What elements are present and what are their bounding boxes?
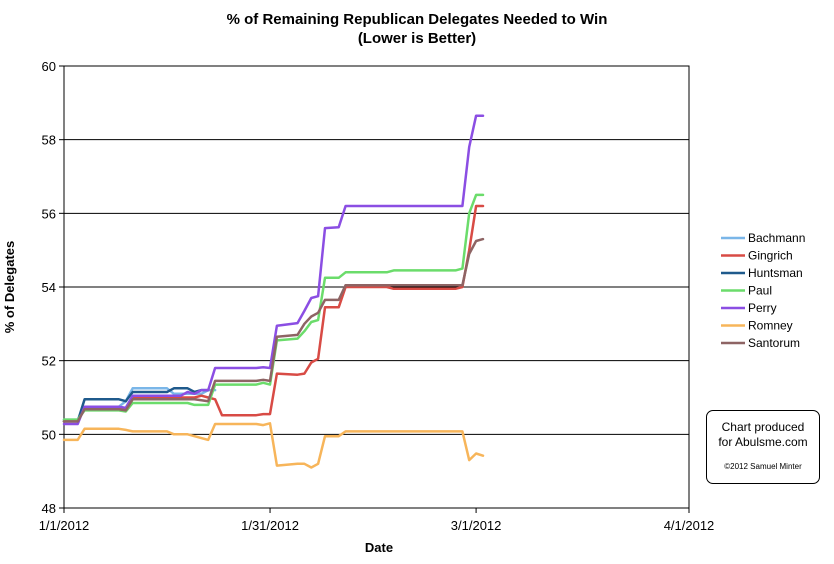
x-tick-label: 3/1/2012 xyxy=(451,518,502,533)
credit-copyright: ©2012 Samuel Minter xyxy=(724,462,802,471)
x-tick-label: 4/1/2012 xyxy=(664,518,715,533)
y-tick-label: 52 xyxy=(42,354,56,369)
y-axis-ticks: 48 50 52 54 56 58 60 xyxy=(42,59,64,516)
x-tick-label: 1/31/2012 xyxy=(241,518,299,533)
series-line-paul xyxy=(62,193,485,421)
legend-label-gingrich: Gingrich xyxy=(748,249,793,263)
series-line-huntsman xyxy=(62,387,210,423)
y-tick-label: 50 xyxy=(42,427,56,442)
y-tick-label: 60 xyxy=(42,59,56,74)
x-tick-label: 1/1/2012 xyxy=(39,518,90,533)
series-lines xyxy=(62,114,485,469)
legend-label-romney: Romney xyxy=(748,319,793,333)
credit-line-2: for Abulsme.com xyxy=(718,435,808,449)
series-line-perry xyxy=(62,114,485,426)
series-line-romney xyxy=(62,422,485,469)
legend: Bachmann Gingrich Huntsman Paul Perry Romney S… xyxy=(721,231,805,350)
chart-title: % of Remaining Republican Delegates Need… xyxy=(227,11,608,28)
legend-label-bachmann: Bachmann xyxy=(748,231,805,245)
y-axis-title: % of Delegates xyxy=(2,241,17,333)
y-tick-label: 48 xyxy=(42,501,56,516)
y-tick-label: 56 xyxy=(42,206,56,221)
series-line-gingrich xyxy=(62,204,485,423)
legend-label-paul: Paul xyxy=(748,284,772,298)
x-axis-ticks: 1/1/2012 1/31/2012 3/1/2012 4/1/2012 xyxy=(39,508,715,533)
y-tick-label: 58 xyxy=(42,133,56,148)
legend-label-perry: Perry xyxy=(748,301,777,315)
legend-label-huntsman: Huntsman xyxy=(748,266,803,280)
legend-label-santorum: Santorum xyxy=(748,336,800,350)
chart-subtitle: (Lower is Better) xyxy=(358,30,476,47)
series-line-santorum xyxy=(62,237,485,423)
credit-line-1: Chart produced xyxy=(721,420,805,434)
y-tick-label: 54 xyxy=(42,280,56,295)
x-axis-title: Date xyxy=(365,540,393,555)
credit-box: Chart produced for Abulsme.com ©2012 Sam… xyxy=(706,410,820,484)
